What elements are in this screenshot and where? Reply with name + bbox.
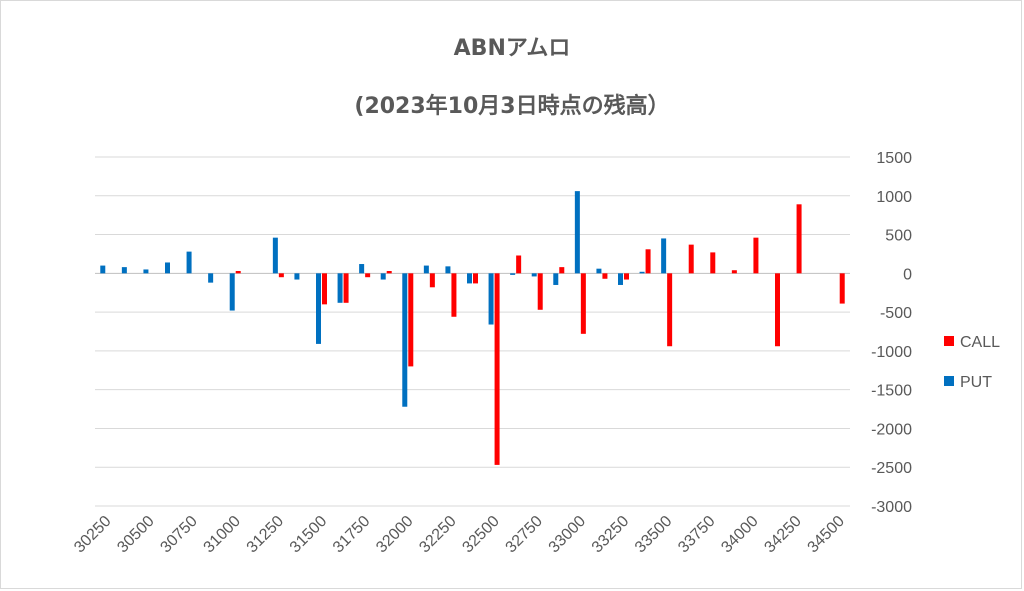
bar-put-31625 <box>337 273 343 303</box>
y-tick-label: -2000 <box>871 421 912 438</box>
bar-put-30625 <box>165 262 170 274</box>
bar-call-34000 <box>753 237 759 274</box>
x-tick-label: 30750 <box>157 513 201 557</box>
x-tick-label: 32750 <box>503 513 547 557</box>
bar-put-31750 <box>359 264 365 274</box>
bar-put-32500 <box>488 273 494 325</box>
bar-put-30750 <box>186 251 192 274</box>
bar-put-32750 <box>531 273 537 277</box>
y-tick-label: -1500 <box>871 383 912 400</box>
bar-put-33250 <box>618 273 623 285</box>
bar-call-31500 <box>322 273 327 305</box>
bar-call-34125 <box>775 273 780 347</box>
bar-put-31500 <box>316 273 321 344</box>
y-tick-label: -500 <box>880 305 912 322</box>
x-tick-label: 31750 <box>330 513 374 557</box>
gridlines <box>95 156 850 507</box>
x-tick-label: 32000 <box>373 513 417 557</box>
bar-call-33750 <box>710 252 716 274</box>
x-tick-label: 32500 <box>459 513 503 557</box>
x-tick-label: 31500 <box>287 513 331 557</box>
x-tick-label: 30250 <box>71 513 115 557</box>
bar-call-32875 <box>559 267 565 274</box>
legend-swatch-call <box>944 336 954 346</box>
y-tick-label: 1000 <box>876 189 912 206</box>
legend-label-put: PUT <box>960 374 992 391</box>
bar-put-32875 <box>553 273 559 285</box>
bar-call-31750 <box>365 273 371 278</box>
x-tick-label: 33250 <box>589 513 633 557</box>
bar-call-31875 <box>386 271 392 274</box>
bar-call-33625 <box>688 244 694 274</box>
bar-put-32625 <box>510 273 516 275</box>
bar-put-33000 <box>574 191 580 274</box>
bar-call-32750 <box>537 273 543 310</box>
bar-put-31250 <box>272 237 278 274</box>
x-tick-label: 33500 <box>632 513 676 557</box>
x-axis-ticks: 30250 30500 30750 31000 31250 31500 31750 32000… <box>71 513 848 557</box>
bar-call-33125 <box>602 273 608 279</box>
bars <box>100 191 845 465</box>
legend: CALL PUT <box>944 334 1000 391</box>
bar-put-32125 <box>423 265 429 274</box>
bar-put-31000 <box>229 273 235 311</box>
y-tick-label: 1500 <box>876 150 912 167</box>
x-tick-label: 31250 <box>244 513 288 557</box>
bar-call-32000 <box>408 273 414 367</box>
bar-call-31625 <box>343 273 349 303</box>
bar-call-32250 <box>451 273 457 317</box>
bar-call-34250 <box>796 204 802 274</box>
bar-call-33875 <box>731 270 737 274</box>
y-axis-ticks: 1500 1000 500 0 -500 -1000 -1500 -2000 -2500 -300… <box>871 150 912 516</box>
bar-call-32125 <box>429 273 435 288</box>
bar-call-34500 <box>839 273 845 304</box>
bar-put-33500 <box>661 238 667 274</box>
y-tick-label: 0 <box>903 266 912 283</box>
legend-swatch-put <box>944 376 954 386</box>
x-tick-label: 30500 <box>114 513 158 557</box>
bar-call-33250 <box>624 273 629 280</box>
bar-put-30875 <box>208 273 214 283</box>
bar-call-33000 <box>580 273 586 334</box>
bar-put-30250 <box>100 265 106 274</box>
chart-subtitle: (2023年10月3日時点の残高） <box>354 94 670 119</box>
bar-put-32375 <box>467 273 472 284</box>
x-tick-label: 34500 <box>805 513 849 557</box>
x-tick-label: 32250 <box>416 513 460 557</box>
bar-call-33375 <box>645 249 651 274</box>
bar-put-33375 <box>639 271 645 274</box>
bar-call-32625 <box>516 255 522 274</box>
x-tick-label: 33750 <box>675 513 719 557</box>
bar-call-31000 <box>235 271 241 274</box>
bar-put-32000 <box>402 273 408 407</box>
bar-put-30500 <box>143 269 149 274</box>
bar-call-33500 <box>667 273 673 347</box>
bar-put-30375 <box>121 267 127 274</box>
bar-put-33125 <box>596 268 602 274</box>
x-tick-label: 34000 <box>718 513 762 557</box>
y-tick-label: -3000 <box>871 499 912 516</box>
bar-call-32375 <box>473 273 478 284</box>
chart-title: ABNアムロ <box>453 36 571 61</box>
bar-put-31875 <box>380 273 386 280</box>
legend-label-call: CALL <box>960 334 1000 351</box>
bar-put-31375 <box>294 273 300 280</box>
x-tick-label: 34250 <box>761 513 805 557</box>
x-tick-label: 31000 <box>201 513 245 557</box>
x-tick-label: 33000 <box>546 513 590 557</box>
bar-call-32500 <box>494 273 500 465</box>
y-tick-label: -2500 <box>871 460 912 477</box>
y-tick-label: -1000 <box>871 344 912 361</box>
bar-put-32250 <box>445 266 451 274</box>
bar-call-31250 <box>278 273 284 278</box>
y-tick-label: 500 <box>885 228 912 245</box>
